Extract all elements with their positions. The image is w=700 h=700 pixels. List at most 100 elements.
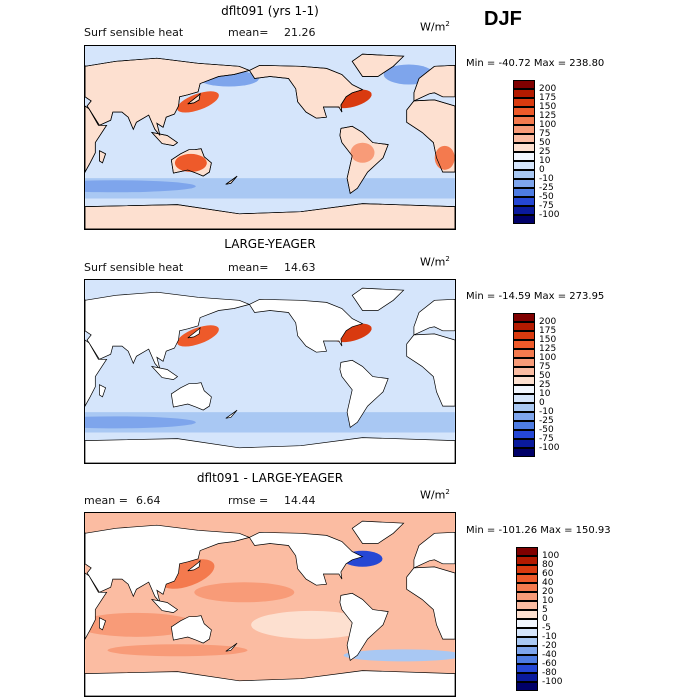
panel3-title: dflt091 - LARGE-YEAGER [196, 471, 344, 485]
panel3-mean-value: 6.64 [136, 494, 161, 507]
colorbar-swatch [513, 313, 535, 322]
colorbar-label: -100 [539, 443, 560, 453]
colorbar-swatch [516, 664, 538, 673]
colorbar-label: -10 [539, 407, 554, 417]
panel2-units: W/m2 [420, 255, 450, 269]
colorbar-swatch [516, 682, 538, 691]
colorbar-label: 80 [542, 560, 554, 570]
colorbar-label: 75 [539, 129, 551, 139]
colorbar-swatch [516, 637, 538, 646]
colorbar-swatch [516, 574, 538, 583]
panel2-minmax: Min = -14.59 Max = 273.95 [466, 291, 605, 302]
colorbar-label: 5 [542, 605, 548, 615]
colorbar-swatch [516, 583, 538, 592]
colorbar-swatch [513, 107, 535, 116]
colorbar-label: 175 [539, 326, 557, 336]
colorbar-swatch [516, 673, 538, 682]
colorbar-swatch [513, 376, 535, 385]
colorbar-label: 10 [539, 156, 551, 166]
colorbar-label: 0 [539, 165, 545, 175]
colorbar-label: 150 [539, 102, 557, 112]
colorbar-label: 10 [542, 596, 554, 606]
colorbar-label: 25 [539, 380, 551, 390]
colorbar-label: 200 [539, 84, 557, 94]
panel3-minmax: Min = -101.26 Max = 150.93 [466, 525, 611, 536]
colorbar-label: -75 [539, 201, 554, 211]
colorbar-swatch [516, 601, 538, 610]
colorbar-label: 50 [539, 138, 551, 148]
colorbar-swatch [513, 394, 535, 403]
panel3-mean-label: mean = [84, 494, 128, 507]
colorbar-label: 100 [539, 353, 557, 363]
colorbar-swatch [516, 592, 538, 601]
colorbar-swatch [513, 331, 535, 340]
colorbar-swatch [513, 188, 535, 197]
colorbar-swatch [513, 179, 535, 188]
panel1-mean-value: 21.26 [284, 26, 316, 39]
panel2-mean-label: mean= [228, 261, 269, 274]
colorbar-label: 60 [542, 569, 554, 579]
colorbar-label: 175 [539, 93, 557, 103]
panel1-map [84, 45, 456, 230]
colorbar-label: -25 [539, 416, 554, 426]
colorbar-swatch [513, 439, 535, 448]
panel1-minmax: Min = -40.72 Max = 238.80 [466, 58, 605, 69]
colorbar-swatch [513, 197, 535, 206]
colorbar-swatch [516, 610, 538, 619]
colorbar-swatch [513, 152, 535, 161]
colorbar-swatch [513, 206, 535, 215]
colorbar-label: -40 [542, 650, 557, 660]
colorbar-swatch [513, 134, 535, 143]
colorbar-label: 40 [542, 578, 554, 588]
panel2-field-label: Surf sensible heat [84, 261, 184, 274]
panel3-rmse-label: rmse = [228, 494, 269, 507]
panel2-title: LARGE-YEAGER [224, 237, 316, 251]
colorbar-swatch [516, 655, 538, 664]
colorbar-label: -10 [542, 632, 557, 642]
colorbar-swatch [516, 556, 538, 565]
colorbar-swatch [513, 89, 535, 98]
colorbar-swatch [513, 215, 535, 224]
panel2-mean-value: 14.63 [284, 261, 316, 274]
colorbar-label: -5 [542, 623, 551, 633]
colorbar-swatch [513, 448, 535, 457]
colorbar-label: 125 [539, 344, 557, 354]
colorbar-label: -100 [539, 210, 560, 220]
colorbar-label: 0 [542, 614, 548, 624]
colorbar-label: -50 [539, 425, 554, 435]
colorbar-label: -10 [539, 174, 554, 184]
colorbar-swatch [513, 340, 535, 349]
colorbar-label: 75 [539, 362, 551, 372]
colorbar-label: 150 [539, 335, 557, 345]
colorbar-swatch [516, 646, 538, 655]
colorbar-label: -80 [542, 668, 557, 678]
colorbar-label: -20 [542, 641, 557, 651]
colorbar-label: 125 [539, 111, 557, 121]
colorbar-swatch [513, 322, 535, 331]
colorbar-label: -60 [542, 659, 557, 669]
panel1-mean-label: mean= [228, 26, 269, 39]
panel1-field-label: Surf sensible heat [84, 26, 184, 39]
panel1-units: W/m2 [420, 20, 450, 34]
colorbar-swatch [513, 412, 535, 421]
colorbar-label: -100 [542, 677, 563, 687]
colorbar-swatch [513, 385, 535, 394]
colorbar-swatch [516, 547, 538, 556]
colorbar-label: 0 [539, 398, 545, 408]
colorbar-label: 50 [539, 371, 551, 381]
panel3-rmse-value: 14.44 [284, 494, 316, 507]
colorbar-swatch [513, 421, 535, 430]
colorbar-swatch [516, 619, 538, 628]
panel3-units: W/m2 [420, 488, 450, 502]
colorbar-label: -25 [539, 183, 554, 193]
colorbar-label: -75 [539, 434, 554, 444]
colorbar-swatch [513, 98, 535, 107]
panel2-map [84, 279, 456, 464]
colorbar-label: 100 [542, 551, 560, 561]
colorbar-swatch [513, 367, 535, 376]
season-label: DJF [484, 8, 522, 30]
colorbar-swatch [513, 125, 535, 134]
colorbar-label: 200 [539, 317, 557, 327]
panel3-map [84, 512, 456, 697]
colorbar-swatch [513, 143, 535, 152]
